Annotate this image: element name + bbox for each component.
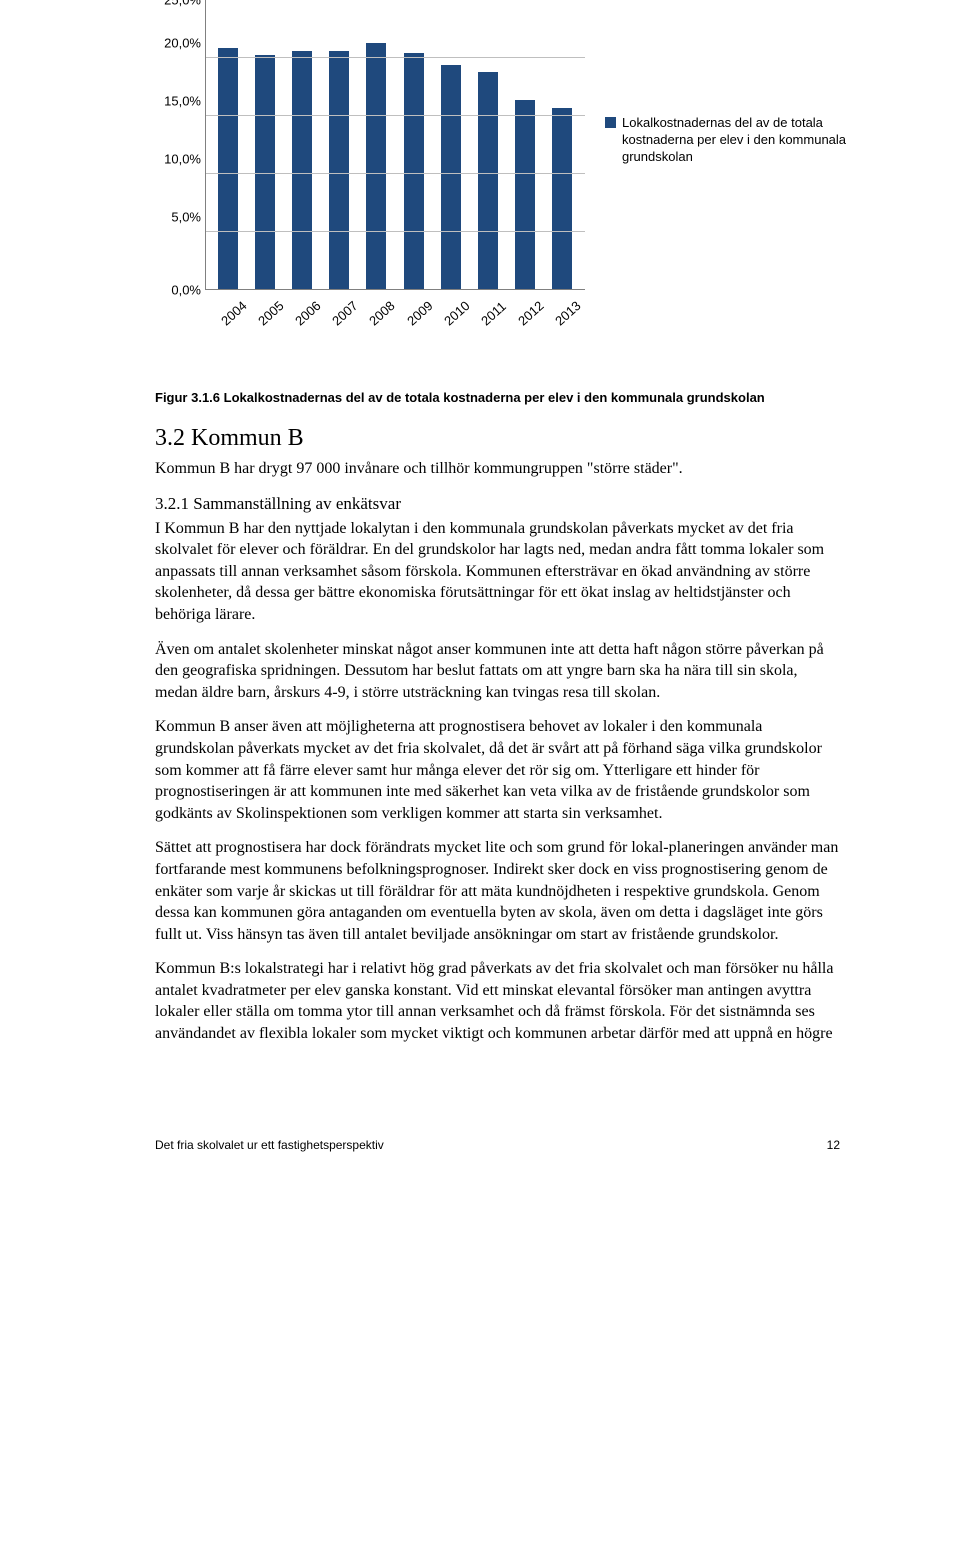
x-axis: 2004200520062007200820092010201120122013 — [205, 294, 585, 309]
x-tick-label: 2005 — [255, 304, 280, 329]
bar-chart: 0,0% 5,0% 10,0% 15,0% 20,0% 25,0% 200420… — [155, 0, 840, 360]
bar — [366, 43, 386, 290]
bar — [218, 48, 238, 290]
grid-line — [205, 57, 585, 58]
body-paragraph: I Kommun B har den nyttjade lokalytan i … — [155, 518, 840, 626]
y-tick-label: 10,0% — [164, 152, 201, 167]
x-tick-label: 2012 — [515, 304, 540, 329]
legend-swatch — [605, 117, 616, 128]
grid-line — [205, 115, 585, 116]
intro-paragraph: Kommun B har drygt 97 000 invånare och t… — [155, 458, 840, 480]
figure-caption: Figur 3.1.6 Lokalkostnadernas del av de … — [155, 390, 840, 405]
x-tick-label: 2011 — [478, 304, 503, 329]
bar — [478, 72, 498, 290]
bar — [292, 51, 312, 290]
y-tick-label: 5,0% — [171, 210, 201, 225]
bar — [441, 65, 461, 290]
y-tick-label: 20,0% — [164, 36, 201, 51]
bar — [404, 53, 424, 290]
y-axis-line — [205, 0, 206, 290]
x-tick-label: 2010 — [441, 304, 466, 329]
body-paragraph: Kommun B:s lokalstrategi har i relativt … — [155, 958, 840, 1044]
x-tick-label: 2008 — [366, 304, 391, 329]
x-tick-label: 2009 — [404, 304, 429, 329]
bar — [552, 108, 572, 290]
chart-legend: Lokalkostnadernas del av de totala kostn… — [605, 115, 855, 166]
bars-container — [205, 0, 585, 290]
page-number: 12 — [827, 1138, 840, 1152]
y-tick-label: 15,0% — [164, 94, 201, 109]
y-tick-label: 25,0% — [164, 0, 201, 8]
body-paragraph: Sättet att prognostisera har dock föränd… — [155, 837, 840, 945]
bar — [515, 100, 535, 290]
legend-text: Lokalkostnadernas del av de totala kostn… — [622, 115, 855, 166]
subsection-heading: 3.2.1 Sammanställning av enkätsvar — [155, 494, 840, 514]
grid-line — [205, 231, 585, 232]
x-tick-label: 2004 — [218, 304, 243, 329]
body-paragraph: Även om antalet skolenheter minskat någo… — [155, 639, 840, 704]
x-tick-label: 2013 — [552, 304, 577, 329]
body-paragraph: Kommun B anser även att möjligheterna at… — [155, 716, 840, 824]
grid-line — [205, 173, 585, 174]
bar — [329, 51, 349, 290]
y-axis: 0,0% 5,0% 10,0% 15,0% 20,0% 25,0% — [155, 0, 205, 290]
page-footer: Det fria skolvalet ur ett fastighetspers… — [0, 1138, 960, 1172]
x-tick-label: 2007 — [329, 304, 354, 329]
x-tick-label: 2006 — [292, 304, 317, 329]
footer-title: Det fria skolvalet ur ett fastighetspers… — [155, 1138, 384, 1152]
chart-plot — [205, 0, 585, 290]
grid-line — [205, 289, 585, 290]
section-heading: 3.2 Kommun B — [155, 425, 840, 452]
y-tick-label: 0,0% — [171, 283, 201, 298]
